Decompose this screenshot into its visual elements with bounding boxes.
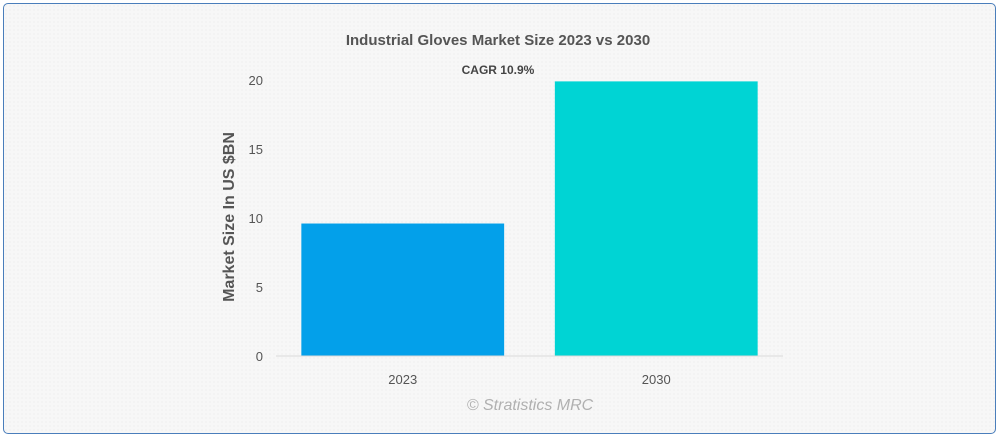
credit-text: © Stratistics MRC: [467, 397, 594, 414]
y-axis-label: Market Size In US $BN: [221, 132, 238, 302]
y-tick-label: 15: [249, 142, 263, 157]
x-tick-label: 2030: [642, 372, 671, 387]
bar-2023: [301, 223, 505, 356]
y-tick-label: 0: [256, 349, 263, 364]
y-tick-label: 5: [256, 280, 263, 295]
chart-frame: [3, 3, 996, 434]
y-axis-ticks: 0 5 10 15 20: [249, 73, 263, 364]
bar-2030: [554, 81, 758, 356]
chart-title: Industrial Gloves Market Size 2023 vs 20…: [346, 32, 650, 49]
bars: [301, 81, 758, 356]
x-tick-label: 2023: [388, 372, 417, 387]
cagr-annotation: CAGR 10.9%: [462, 63, 535, 77]
y-tick-label: 20: [249, 73, 263, 88]
x-axis-ticks: 2023 2030: [388, 372, 670, 387]
y-tick-label: 10: [249, 211, 263, 226]
